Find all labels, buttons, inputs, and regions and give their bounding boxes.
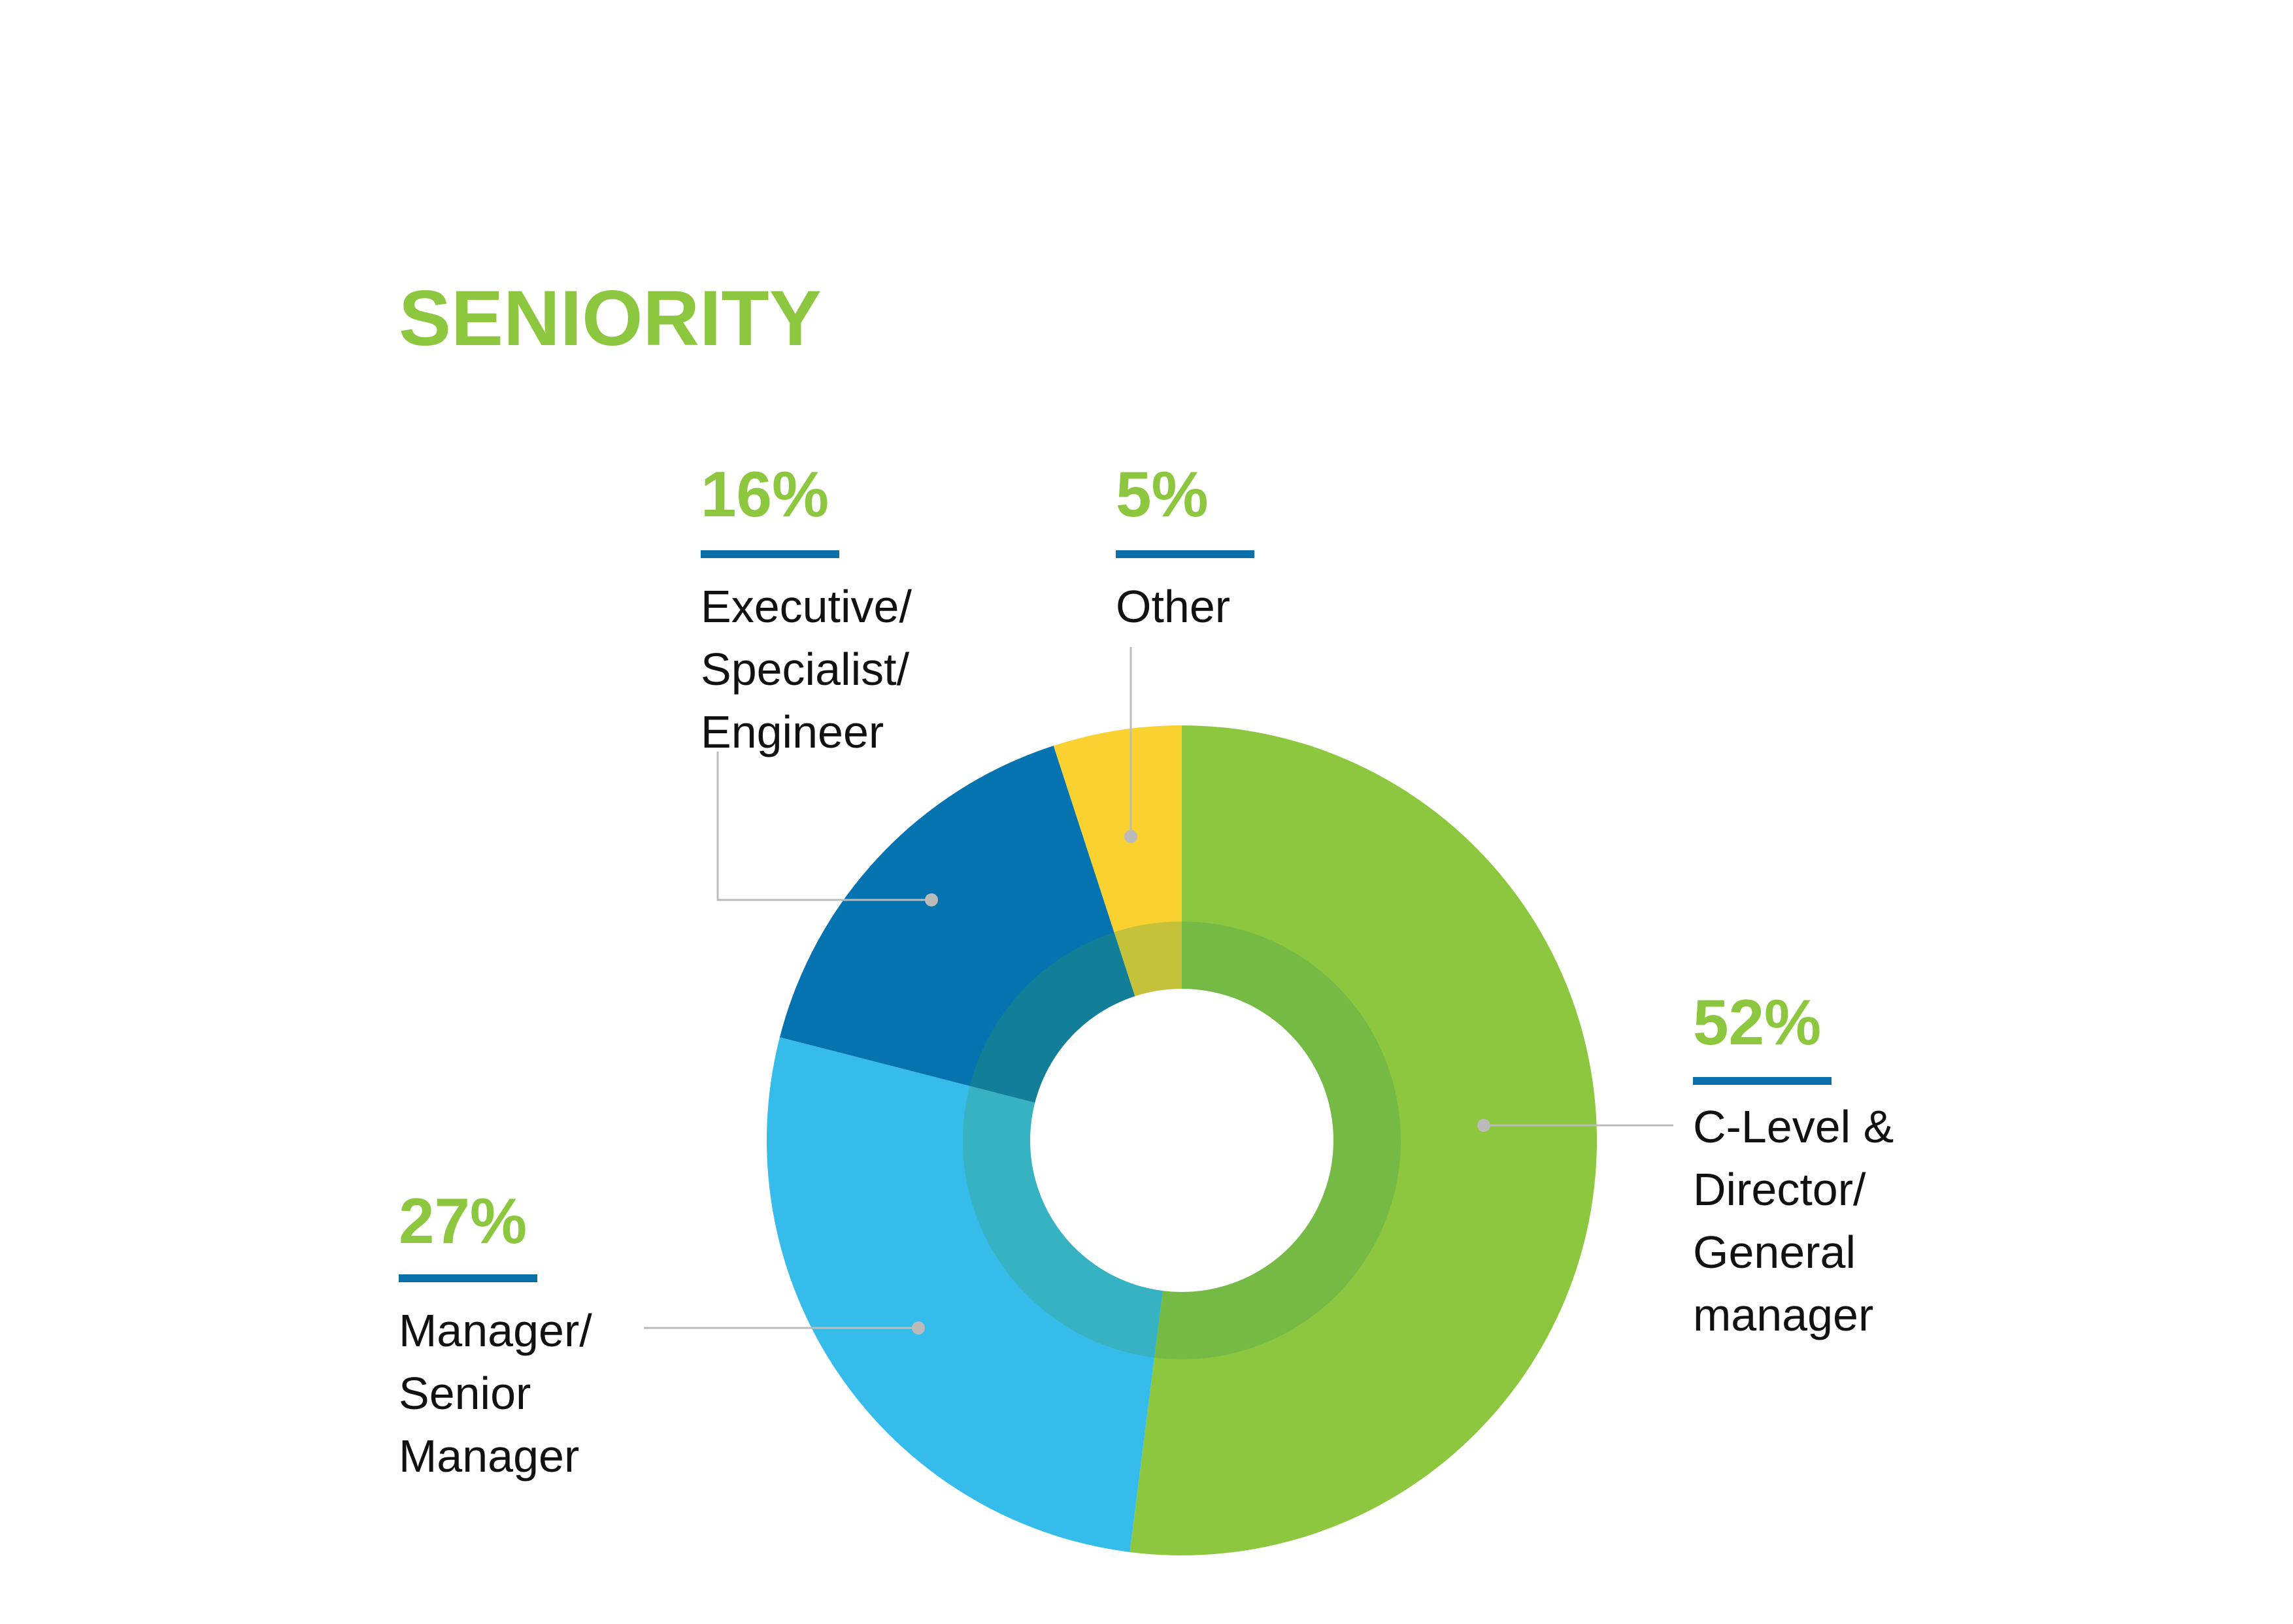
slice-label-2-line-2: Senior xyxy=(399,1368,531,1419)
donut-slice-1 xyxy=(1130,725,1597,1555)
slice-label-3-line-3: Engineer xyxy=(701,706,884,757)
slice-label-3-line-2: Specialist/ xyxy=(701,644,910,695)
slice-label-1-line-2: Director/ xyxy=(1693,1164,1866,1215)
percent-label-3: 16% xyxy=(701,458,829,530)
slice-label-2-line-3: Manager xyxy=(399,1431,579,1482)
donut-slice-3 xyxy=(779,746,1135,1103)
percent-label-4: 5% xyxy=(1116,458,1209,530)
percent-label-2: 27% xyxy=(399,1185,527,1257)
percent-underline-2 xyxy=(399,1274,537,1282)
slice-label-1-line-1: C-Level & xyxy=(1693,1101,1894,1152)
chart-title: SENIORITY xyxy=(399,274,822,362)
percent-underline-1 xyxy=(1693,1077,1832,1085)
leader-dot-3 xyxy=(925,893,938,906)
percent-underline-3 xyxy=(701,550,839,558)
slice-label-2-line-1: Manager/ xyxy=(399,1305,592,1356)
slice-label-4-line-1: Other xyxy=(1116,581,1230,632)
percent-underline-4 xyxy=(1116,550,1254,558)
donut-slice-4 xyxy=(1053,725,1182,997)
leader-dot-1 xyxy=(1477,1119,1490,1132)
leader-dot-2 xyxy=(912,1321,925,1334)
slice-label-3-line-1: Executive/ xyxy=(701,581,912,632)
slice-label-1-line-4: manager xyxy=(1693,1289,1873,1340)
inner-ring-overlay xyxy=(962,921,1401,1359)
percent-label-1: 52% xyxy=(1693,986,1821,1058)
slice-label-1-line-3: General xyxy=(1693,1227,1856,1278)
leader-line-3 xyxy=(716,752,931,901)
leader-dot-4 xyxy=(1124,830,1137,843)
donut-slice-2 xyxy=(766,1037,1163,1552)
